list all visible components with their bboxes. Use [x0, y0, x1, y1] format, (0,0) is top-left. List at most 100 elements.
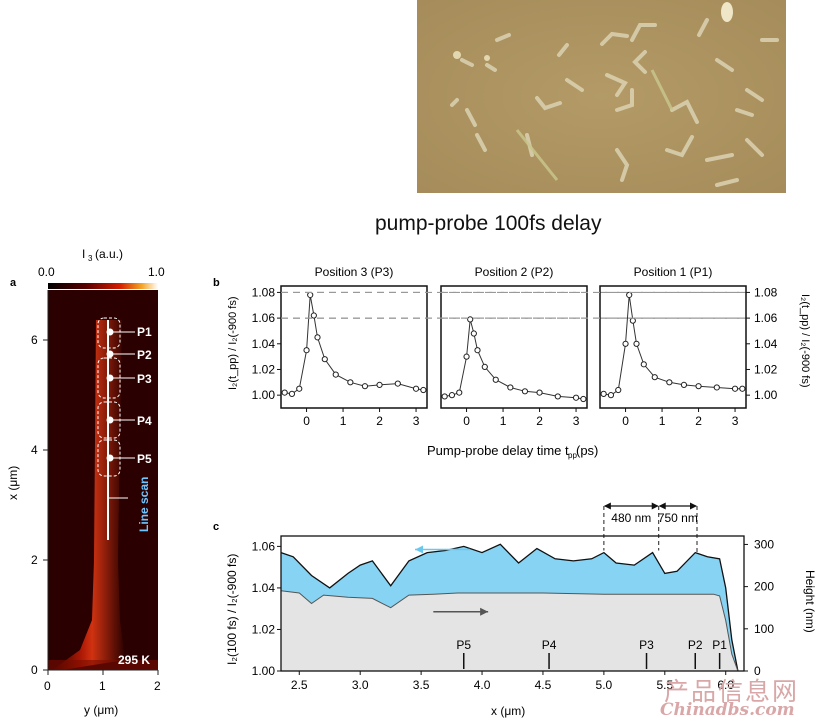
- height-line: [280, 590, 739, 672]
- trace-point: [347, 379, 354, 386]
- b-x-tick: 2: [536, 414, 543, 428]
- a-y-label: x (μm): [6, 466, 20, 500]
- trace-point: [626, 291, 633, 299]
- position-label-p1: P1: [137, 325, 152, 339]
- b-y-tick-right: 1.00: [754, 388, 778, 402]
- trace-point: [572, 394, 580, 401]
- c-position-label: P3: [639, 638, 654, 652]
- b-x-tick: 0: [622, 414, 629, 428]
- panel-b-label: b: [213, 277, 220, 289]
- trace-point: [288, 390, 296, 397]
- c-x-tick: 4.0: [474, 678, 491, 692]
- c-position-label: P2: [688, 638, 703, 652]
- trace-point: [310, 312, 317, 319]
- c-x-tick: 4.5: [535, 678, 552, 692]
- position-label-p4: P4: [137, 414, 152, 428]
- trace-point: [580, 395, 587, 403]
- trace-point: [640, 361, 647, 368]
- trace-point: [600, 390, 607, 397]
- b-y-label-right: I₂(t_pp) / I₂(-900 fs): [799, 294, 811, 388]
- c-y-label-right: Height (nm): [803, 570, 816, 633]
- a-x-tick-2: 2: [154, 679, 161, 693]
- trace-point: [314, 334, 321, 341]
- trace-panel-3: Position 1 (P1) 0 1 2 3: [599, 265, 747, 428]
- trace-point: [307, 291, 314, 299]
- b-y-tick-left: 1.00: [252, 388, 276, 402]
- trace-point: [303, 347, 310, 354]
- trace-point: [361, 383, 369, 390]
- colorbar-tick-min: 0.0: [38, 265, 55, 279]
- c-position-label: P1: [712, 638, 727, 652]
- c-x-label: x (μm): [491, 704, 525, 718]
- b-y-tick-left: 1.04: [252, 337, 276, 351]
- c-y-tick-left: 1.04: [252, 581, 276, 595]
- trace-point: [666, 379, 673, 386]
- trace-point: [296, 385, 303, 392]
- trace-panel-title: Position 3 (P3): [315, 265, 394, 279]
- watermark-en: Chinadbs.com: [660, 700, 795, 720]
- trace-line: [284, 294, 424, 395]
- trace-point: [713, 384, 720, 391]
- trace-panel-title: Position 2 (P2): [475, 265, 554, 279]
- c-y-tick-right: 200: [754, 580, 774, 594]
- trace-point: [481, 363, 488, 371]
- trace-point: [463, 353, 470, 360]
- trace-point: [420, 386, 427, 394]
- trace-frame: [599, 285, 747, 409]
- b-x-tick: 2: [695, 414, 702, 428]
- trace-point: [680, 381, 688, 388]
- c-y-label-left: I₂(100 fs) / I₂(-900 fs): [225, 554, 239, 665]
- c-x-tick: 3.5: [413, 678, 430, 692]
- trace-panel-2: Position 2 (P2) 0 1 2 3: [440, 265, 588, 428]
- trace-point: [739, 385, 746, 392]
- colorbar-unit: (a.u.): [95, 247, 123, 261]
- position-label-p5: P5: [137, 452, 152, 466]
- b-y-tick-right: 1.02: [754, 362, 778, 376]
- trace-panel-1: Position 3 (P3) 0 1 2 3: [280, 265, 428, 428]
- a-y-tick-4: 4: [31, 443, 38, 457]
- panel-a-heatmap: a I 3 (a.u.) 0.0 1.0 Line scan P1 P2 P3 …: [6, 247, 165, 717]
- a-y-tick-2: 2: [31, 553, 38, 567]
- temperature-label: 295 K: [118, 653, 150, 667]
- figure-heading: pump-probe 100fs delay: [375, 212, 602, 235]
- trace-point: [470, 330, 477, 337]
- trace-point: [332, 371, 339, 378]
- trace-point: [521, 388, 529, 395]
- line-scan-label: Line scan: [137, 477, 151, 532]
- trace-point: [456, 389, 463, 396]
- c-x-tick: 3.0: [352, 678, 369, 692]
- trace-panel-title: Position 1 (P1): [634, 265, 713, 279]
- signal-area: [281, 544, 738, 671]
- c-position-label: P4: [542, 638, 557, 652]
- panel-a-label: a: [10, 277, 17, 289]
- trace-point: [607, 392, 615, 399]
- b-x-tick: 0: [303, 414, 310, 428]
- colorbar-tick-max: 1.0: [148, 265, 165, 279]
- a-x-tick-0: 0: [44, 679, 51, 693]
- panel-c-label: c: [213, 521, 219, 533]
- a-x-tick-1: 1: [99, 679, 106, 693]
- trace-frame: [440, 285, 588, 409]
- dimension-label-480: 480 nm: [611, 511, 651, 525]
- c-y-tick-right: 100: [754, 622, 774, 636]
- a-x-label: y (μm): [84, 703, 118, 717]
- b-x-label-unit: (ps): [576, 443, 598, 458]
- b-x-label: Pump-probe delay time t: [427, 443, 569, 458]
- trace-point: [441, 393, 448, 400]
- trace-point: [448, 392, 456, 399]
- trace-point: [376, 381, 383, 388]
- c-y-tick-left: 1.00: [252, 664, 276, 678]
- c-y-tick-left: 1.06: [252, 539, 276, 553]
- a-y-tick-6: 6: [31, 333, 38, 347]
- heatmap-streak: [52, 320, 125, 670]
- b-x-tick: 2: [376, 414, 383, 428]
- colorbar: [48, 283, 158, 289]
- trace-point: [467, 316, 474, 323]
- a-y-tick-0: 0: [31, 663, 38, 677]
- c-x-tick: 2.5: [291, 678, 308, 692]
- trace-point: [536, 389, 543, 396]
- c-frame: [280, 535, 745, 672]
- trace-point: [615, 386, 622, 394]
- b-x-tick: 3: [413, 414, 420, 428]
- b-y-tick-left: 1.08: [252, 285, 276, 299]
